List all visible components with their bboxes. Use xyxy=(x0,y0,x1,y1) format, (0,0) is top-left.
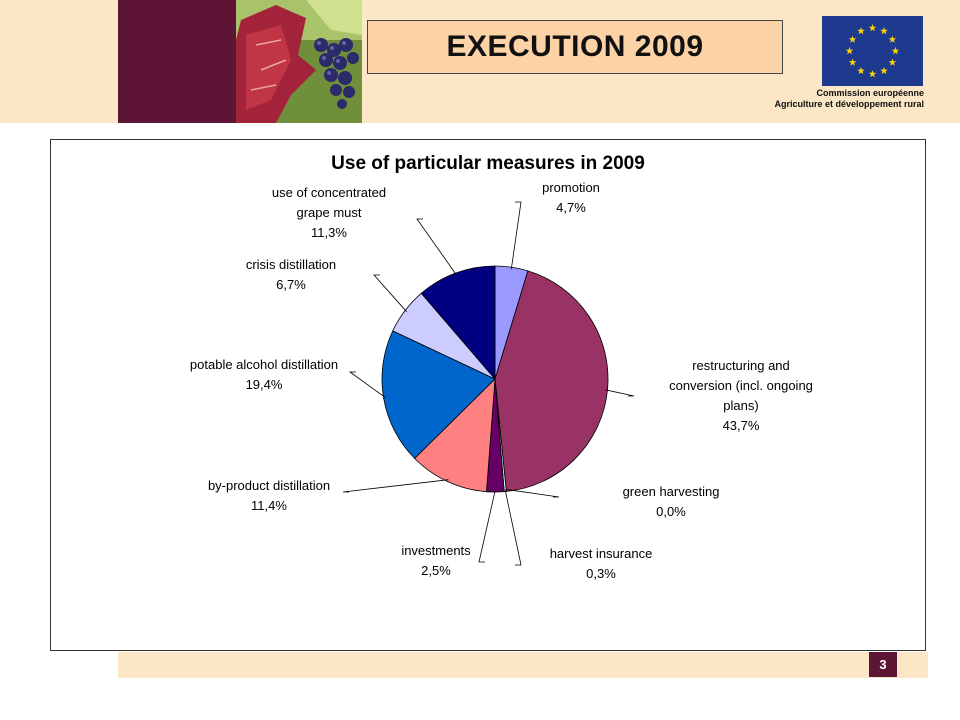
leader-line xyxy=(478,489,496,563)
chart-frame: Use of particular measures in 2009 promo… xyxy=(50,139,926,651)
eu-star xyxy=(845,47,854,55)
slice-label: use of concentrated grape must 11,3% xyxy=(272,185,386,240)
eu-star xyxy=(888,58,897,66)
grape-leaf-photo xyxy=(236,0,362,123)
footer-band xyxy=(118,652,928,678)
eu-star xyxy=(880,66,888,75)
eu-star xyxy=(888,35,897,43)
leader-line xyxy=(416,218,457,276)
slice-label: potable alcohol distillation 19,4% xyxy=(190,357,338,392)
eu-star xyxy=(891,47,900,55)
leader-line xyxy=(348,371,386,399)
slide-title-box: EXECUTION 2009 xyxy=(367,20,783,74)
slice-label: investments 2,5% xyxy=(401,543,471,578)
eu-star xyxy=(868,70,877,78)
slice-label: restructuring and conversion (incl. ongoi… xyxy=(669,358,813,433)
eu-flag-icon xyxy=(822,16,923,86)
chart-title: Use of particular measures in 2009 xyxy=(331,153,645,174)
eu-star xyxy=(857,66,865,75)
page-number: 3 xyxy=(869,652,897,677)
leader-line xyxy=(510,201,522,270)
slice-label: promotion 4,7% xyxy=(542,180,600,215)
leader-line xyxy=(373,274,407,313)
eu-star xyxy=(857,27,865,35)
leader-line xyxy=(506,489,560,498)
leader-line xyxy=(605,389,635,397)
org-name: Commission européenne xyxy=(816,88,924,98)
eu-star xyxy=(868,24,877,32)
eu-star xyxy=(848,35,857,43)
pie-slice xyxy=(414,377,496,493)
slice-label: green harvesting 0,0% xyxy=(623,484,720,519)
eu-star xyxy=(880,27,888,35)
header-maroon-strip xyxy=(118,0,236,123)
org-department: Agriculture et développement rural xyxy=(774,99,924,109)
slice-label: harvest insurance 0,3% xyxy=(550,546,653,581)
leader-line xyxy=(342,479,449,493)
leader-line xyxy=(504,489,522,566)
slice-label: by-product distillation 11,4% xyxy=(208,478,330,513)
pie-slice xyxy=(420,265,496,381)
slide-title: EXECUTION 2009 xyxy=(446,30,704,63)
pie-chart: Use of particular measures in 2009 promo… xyxy=(190,153,813,581)
pie-slice xyxy=(381,330,496,459)
slice-label: crisis distillation 6,7% xyxy=(246,257,336,292)
eu-star xyxy=(848,58,857,66)
